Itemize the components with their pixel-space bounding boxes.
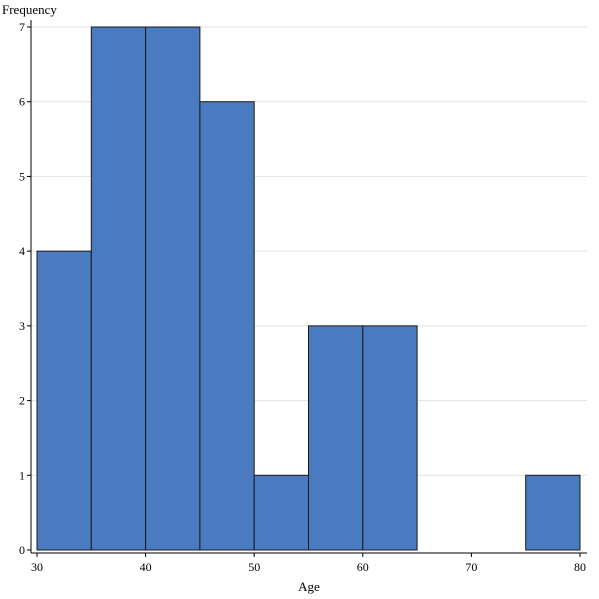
- x-tick-label: 30: [31, 560, 43, 574]
- histogram-bar-45-50: [199, 101, 255, 551]
- y-ticks: 0 1 2 3 4 5 6 7: [19, 20, 31, 557]
- y-tick-label: 1: [19, 468, 25, 482]
- axes: [30, 20, 587, 554]
- x-ticks: 30 40 50 60 70 80: [31, 553, 586, 574]
- histogram-bar-40-45: [145, 26, 201, 551]
- x-tick-label: 70: [465, 560, 477, 574]
- x-tick-label: 80: [574, 560, 586, 574]
- y-tick-label: 3: [19, 319, 25, 333]
- x-tick-label: 60: [357, 560, 369, 574]
- y-tick-label: 2: [19, 394, 25, 408]
- bars: [36, 26, 581, 551]
- x-tick-label: 40: [140, 560, 152, 574]
- y-tick-label: 6: [19, 95, 25, 109]
- x-axis-title: Age: [298, 579, 320, 594]
- y-tick-label: 0: [19, 543, 25, 557]
- histogram-bar-50-55: [253, 474, 309, 551]
- histogram-bar-30-35: [36, 250, 92, 551]
- histogram-bar-35-40: [90, 26, 147, 551]
- histogram-bar-60-65: [362, 325, 418, 551]
- y-tick-label: 7: [19, 20, 25, 34]
- y-tick-label: 5: [19, 169, 25, 183]
- histogram-bar-75-80: [525, 474, 581, 551]
- x-tick-label: 50: [248, 560, 260, 574]
- histogram-bar-55-60: [308, 325, 364, 551]
- y-axis-title: Frequency: [2, 2, 57, 17]
- y-tick-label: 4: [19, 244, 25, 258]
